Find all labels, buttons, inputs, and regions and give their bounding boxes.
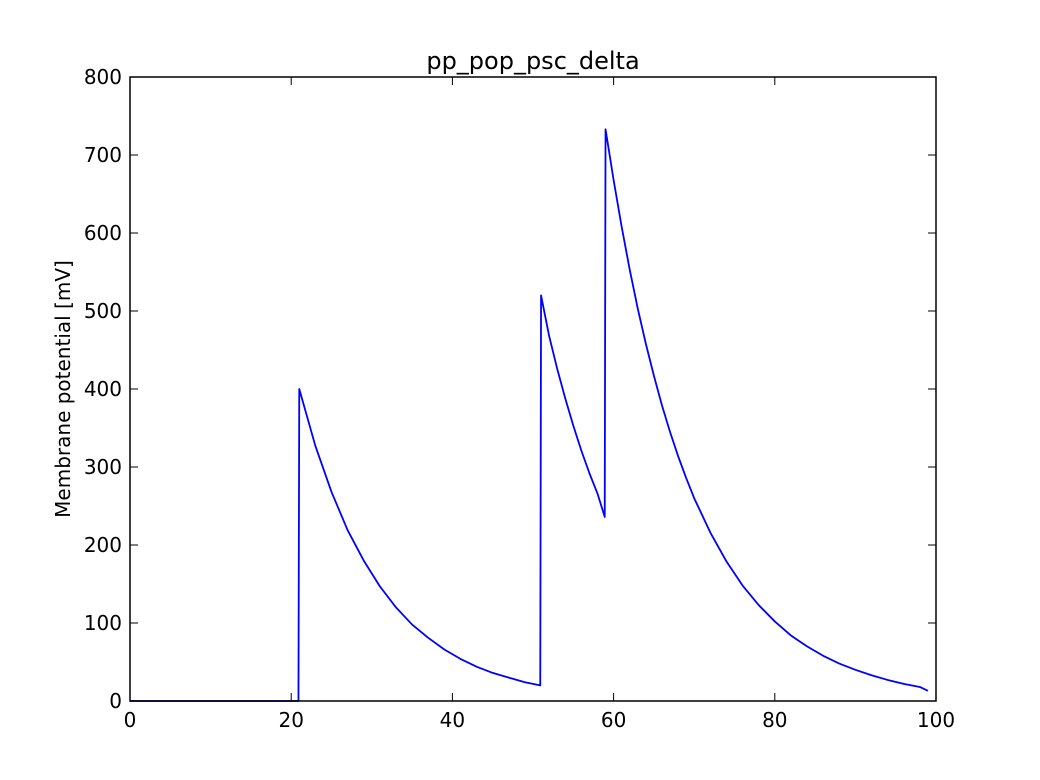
x-tick-label: 20	[278, 708, 303, 732]
x-tick-label: 0	[124, 708, 137, 732]
y-tick-label: 500	[84, 299, 122, 323]
y-tick-label: 600	[84, 221, 122, 245]
x-tick-label: 80	[762, 708, 787, 732]
y-axis-label: Membrane potential [mV]	[51, 260, 75, 518]
y-tick-label: 100	[84, 611, 122, 635]
ticks-layer: 0 20 40 60 80 100 0 100 200 300 400 500 600 700 800	[84, 65, 955, 732]
x-tick-label: 40	[440, 708, 465, 732]
plot-frame	[129, 76, 937, 702]
y-tick-label: 300	[84, 455, 122, 479]
series-layer	[130, 128, 929, 702]
y-tick-label: 800	[84, 65, 122, 89]
x-tick-label: 100	[917, 708, 955, 732]
series-line-0	[130, 128, 929, 702]
plot-area	[130, 77, 936, 701]
x-tick-label: 60	[601, 708, 626, 732]
chart-title: pp_pop_psc_delta	[426, 47, 639, 75]
y-tick-label: 0	[109, 689, 122, 713]
y-tick-label: 200	[84, 533, 122, 557]
y-tick-label: 400	[84, 377, 122, 401]
y-tick-label: 700	[84, 143, 122, 167]
